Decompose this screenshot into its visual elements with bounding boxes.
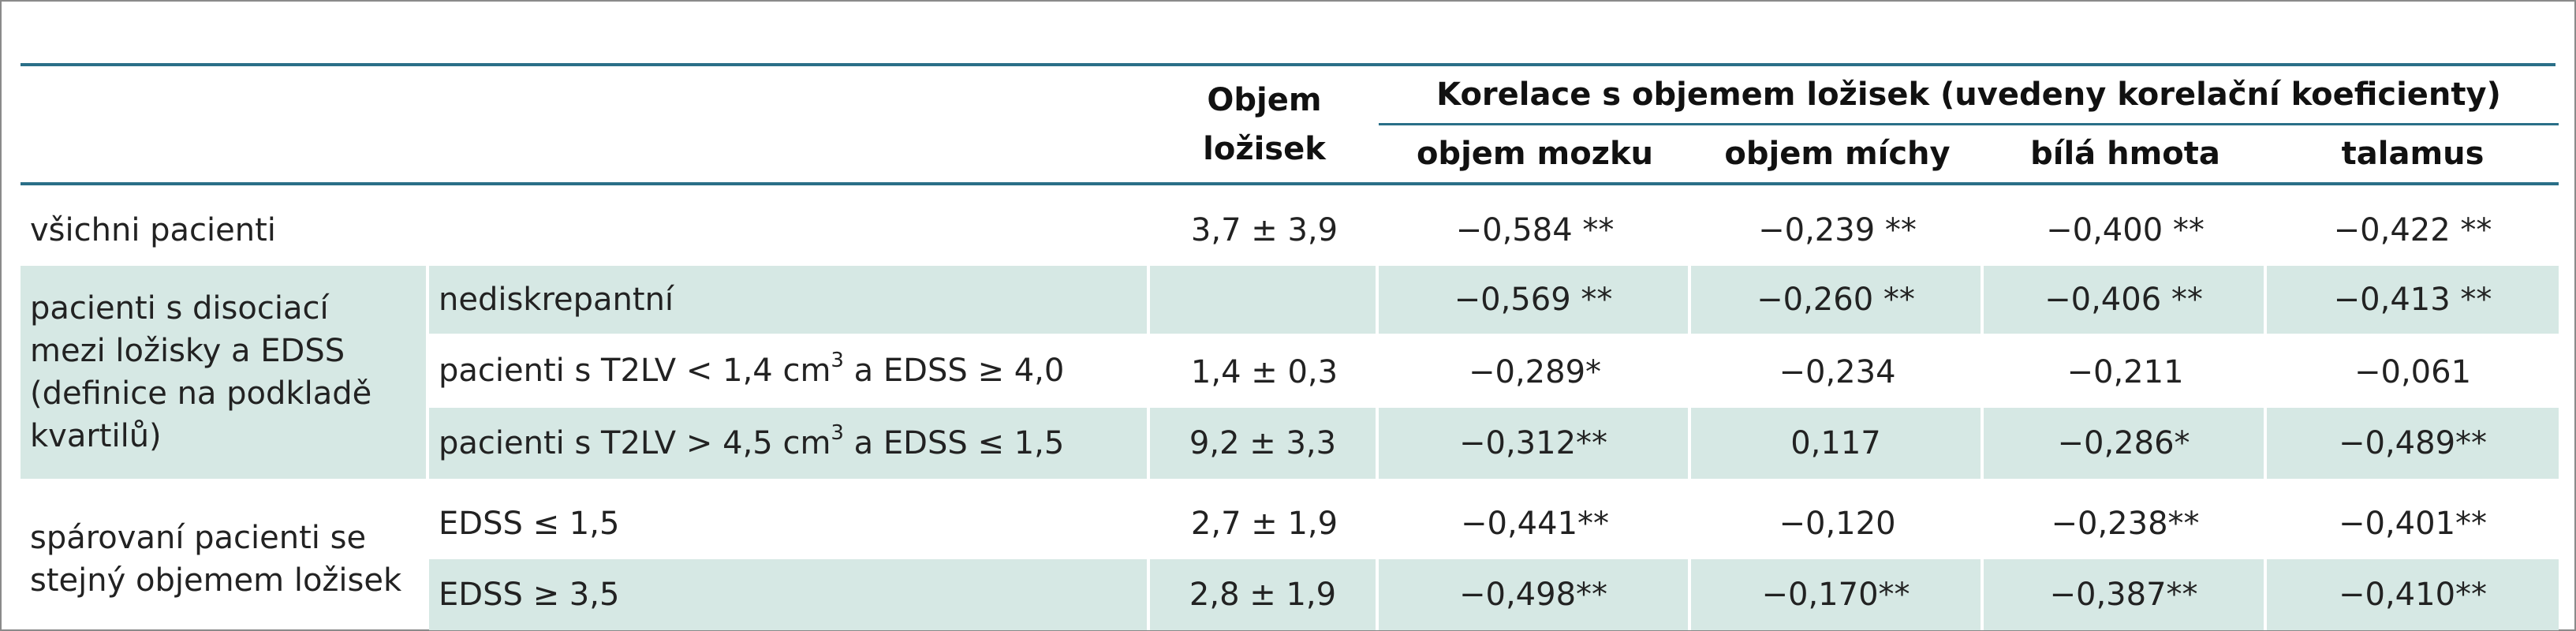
dissociation-label-line-1: pacienti s disociací xyxy=(30,290,329,327)
matched-label-line-1: spárovaní pacienti se xyxy=(30,520,367,556)
subrow-label-text: pacienti s T2LV > 4,5 cm xyxy=(439,425,831,461)
correlation-table: Objem ložisek Korelace s objemem ložisek… xyxy=(21,66,2559,630)
value-thalamus: −0,061 xyxy=(2354,354,2472,390)
row-label-all-patients: všichni pacienti xyxy=(30,212,276,248)
volume-value: 9,2 ± 3,3 xyxy=(1150,408,1379,479)
value-thalamus: −0,401** xyxy=(2339,506,2488,542)
value-spinal: −0,260 ** xyxy=(1691,266,1984,337)
subrow-label: EDSS ≤ 1,5 xyxy=(439,506,620,542)
volume-value: 3,7 ± 3,9 xyxy=(1190,212,1338,248)
row-label-matched: spárovaní pacienti se stejný objemem lož… xyxy=(21,488,429,630)
top-rule xyxy=(21,63,2555,66)
table-row: všichni pacienti 3,7 ± 3,9 −0,584 ** −0,… xyxy=(21,195,2559,266)
subrow-label: pacienti s T2LV > 4,5 cm3 a EDSS ≤ 1,5 xyxy=(429,408,1150,479)
value-spinal: −0,239 ** xyxy=(1758,212,1917,248)
subheader-brain-volume: objem mozku xyxy=(1379,125,1691,185)
table-row: spárovaní pacienti se stejný objemem lož… xyxy=(21,488,2559,599)
volume-value: 2,8 ± 1,9 xyxy=(1150,559,1379,630)
value-brain: −0,498** xyxy=(1379,559,1691,630)
superscript: 3 xyxy=(831,420,844,445)
value-brain: −0,289* xyxy=(1468,354,1602,390)
subheader-spinal-volume: objem míchy xyxy=(1691,125,1984,185)
dissociation-label-line-2: mezi ložisky a EDSS xyxy=(30,333,345,369)
value-thalamus: −0,489** xyxy=(2267,408,2559,479)
value-white-matter: −0,238** xyxy=(2051,506,2200,542)
subheader-thalamus: talamus xyxy=(2267,125,2559,185)
volume-column-header: Objem ložisek xyxy=(1150,66,1379,185)
value-thalamus: −0,413 ** xyxy=(2267,266,2559,337)
table-row: pacienti s T2LV < 1,4 cm3 a EDSS ≥ 4,0 1… xyxy=(21,337,2559,408)
value-spinal: 0,117 xyxy=(1691,408,1984,479)
superscript: 3 xyxy=(831,348,844,372)
row-label-dissociation: pacienti s disociací mezi ložisky a EDSS… xyxy=(21,266,429,479)
value-thalamus: −0,422 ** xyxy=(2333,212,2492,248)
value-thalamus: −0,410** xyxy=(2267,559,2559,630)
value-white-matter: −0,400 ** xyxy=(2046,212,2205,248)
value-white-matter: −0,387** xyxy=(1984,559,2267,630)
table-row: pacienti s disociací mezi ložisky a EDSS… xyxy=(21,266,2559,479)
volume-value xyxy=(1150,266,1379,337)
subrow-label: pacienti s T2LV < 1,4 cm3 a EDSS ≥ 4,0 xyxy=(429,337,1150,408)
value-spinal: −0,120 xyxy=(1779,506,1896,542)
volume-value: 1,4 ± 0,3 xyxy=(1190,354,1338,390)
subrow-label-text: a EDSS ≥ 4,0 xyxy=(843,353,1065,389)
subrow-label: nediskrepantní xyxy=(429,266,1150,337)
value-brain: −0,584 ** xyxy=(1455,212,1615,248)
table-row: EDSS ≥ 3,5 2,8 ± 1,9 −0,498** −0,170** −… xyxy=(21,559,2559,630)
value-brain: −0,569 ** xyxy=(1379,266,1691,337)
volume-header-line-1: Objem xyxy=(1207,81,1322,118)
subrow-label: EDSS ≥ 3,5 xyxy=(429,559,1150,630)
subheader-white-matter: bílá hmota xyxy=(1984,125,2267,185)
value-brain: −0,441** xyxy=(1460,506,1610,542)
correlation-group-header: Korelace s objemem ložisek (uvedeny kore… xyxy=(1379,66,2559,125)
subrow-label-text: a EDSS ≤ 1,5 xyxy=(843,425,1065,461)
value-white-matter: −0,286* xyxy=(1984,408,2267,479)
table-row: pacienti s T2LV > 4,5 cm3 a EDSS ≤ 1,5 9… xyxy=(21,408,2559,479)
matched-label-line-2: stejný objemem ložisek xyxy=(30,562,402,599)
value-white-matter: −0,406 ** xyxy=(1984,266,2267,337)
volume-header-line-2: ložisek xyxy=(1203,130,1326,167)
volume-value: 2,7 ± 1,9 xyxy=(1190,506,1338,542)
value-spinal: −0,234 xyxy=(1779,354,1896,390)
header-empty-cell xyxy=(21,66,1150,185)
subrow-label-text: pacienti s T2LV < 1,4 cm xyxy=(439,353,831,389)
value-brain: −0,312** xyxy=(1379,408,1691,479)
dissociation-label-line-4: kvartilů) xyxy=(30,418,162,454)
dissociation-label-line-3: (definice na podkladě xyxy=(30,375,372,412)
value-spinal: −0,170** xyxy=(1691,559,1984,630)
value-white-matter: −0,211 xyxy=(2066,354,2184,390)
